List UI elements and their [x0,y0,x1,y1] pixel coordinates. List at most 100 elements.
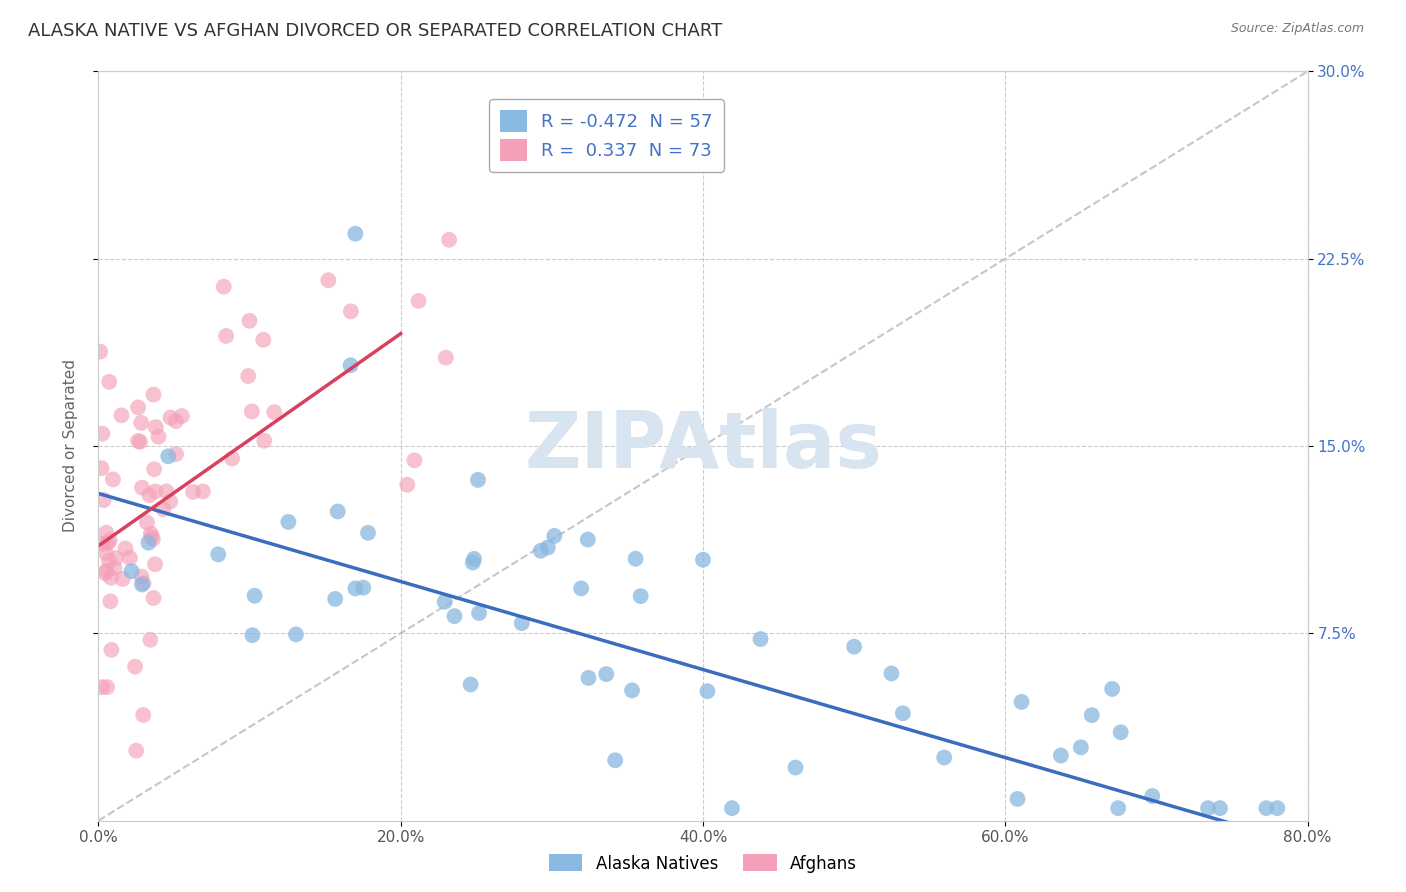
Point [138,488,160,502]
Point [1107,801,1129,815]
Point [143,558,166,572]
Point [114,541,136,556]
Point [142,532,165,546]
Point [111,572,134,586]
Point [844,640,866,654]
Point [605,753,627,767]
Point [110,409,132,423]
Point [100,594,122,608]
Point [252,333,274,347]
Point [125,744,148,758]
Point [352,581,374,595]
Point [170,409,193,423]
Point [463,552,485,566]
Point [537,541,560,555]
Point [132,576,155,591]
Point [467,473,489,487]
Point [318,273,340,287]
Point [344,582,367,596]
Point [96,680,118,694]
Point [142,591,165,605]
Point [595,667,617,681]
Point [934,750,956,764]
Point [98,553,121,567]
Point [103,561,125,575]
Point [238,369,260,384]
Point [263,405,285,419]
Point [240,404,263,418]
Point [1070,740,1092,755]
Point [129,434,152,449]
Point [165,447,187,461]
Point [94,546,117,560]
Point [131,569,153,583]
Point [101,472,124,486]
Point [357,525,380,540]
Point [97,536,120,550]
Point [1011,695,1033,709]
Point [212,279,235,293]
Point [91,426,114,441]
Point [408,293,430,308]
Point [1050,748,1073,763]
Point [93,493,115,508]
Point [181,485,204,500]
Point [139,632,162,647]
Point [155,484,177,499]
Point [285,627,308,641]
Point [159,410,181,425]
Point [339,359,361,373]
Point [221,451,243,466]
Point [880,666,903,681]
Point [138,535,160,549]
Point [443,609,465,624]
Point [692,552,714,566]
Point [98,533,121,548]
Point [129,416,152,430]
Point [91,537,114,551]
Point [785,760,807,774]
Point [157,450,180,464]
Point [131,577,153,591]
Point [1209,801,1232,815]
Point [96,564,118,578]
Point [94,566,117,581]
Point [461,556,484,570]
Text: Source: ZipAtlas.com: Source: ZipAtlas.com [1230,22,1364,36]
Point [510,616,533,631]
Point [1101,681,1123,696]
Point [89,344,111,359]
Point [578,671,600,685]
Text: ZIPAtlas: ZIPAtlas [524,408,882,484]
Point [207,547,229,561]
Y-axis label: Divorced or Separated: Divorced or Separated [63,359,77,533]
Point [323,591,346,606]
Point [238,314,260,328]
Point [1197,801,1219,815]
Point [891,706,914,721]
Point [100,571,122,585]
Point [543,529,565,543]
Point [1007,792,1029,806]
Point [145,420,167,434]
Point [434,351,457,365]
Legend: R = -0.472  N = 57, R =  0.337  N = 73: R = -0.472 N = 57, R = 0.337 N = 73 [489,99,724,172]
Point [152,502,174,516]
Point [104,551,127,566]
Point [142,387,165,401]
Point [127,434,149,448]
Point [468,606,491,620]
Point [340,304,363,318]
Point [91,680,114,694]
Point [96,525,118,540]
Point [121,564,143,578]
Point [143,484,166,499]
Point [696,684,718,698]
Point [100,643,122,657]
Point [1142,789,1164,803]
Point [215,329,238,343]
Point [98,375,121,389]
Point [240,628,263,642]
Point [1109,725,1132,739]
Point [191,484,214,499]
